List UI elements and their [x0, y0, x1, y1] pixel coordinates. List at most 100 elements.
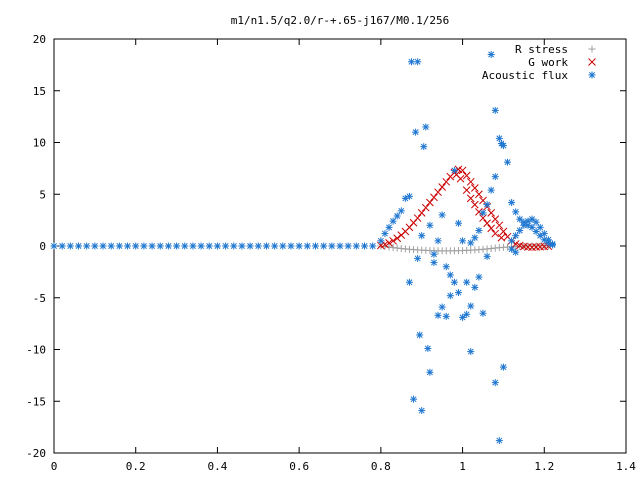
data-point: [454, 289, 462, 297]
legend-marker: [588, 71, 596, 79]
data-point: [483, 201, 491, 209]
data-point: [479, 209, 487, 217]
data-point: [50, 242, 58, 250]
data-point: [385, 243, 393, 251]
data-point: [426, 198, 434, 207]
data-point: [536, 223, 544, 231]
data-point: [491, 215, 500, 223]
data-point: [470, 184, 479, 192]
data-point: [230, 242, 238, 250]
data-point: [495, 221, 504, 230]
x-tick-label: 0.8: [371, 460, 391, 473]
data-point: [471, 234, 479, 242]
legend-label: Acoustic flux: [482, 69, 568, 82]
data-point: [254, 242, 262, 250]
data-point: [467, 348, 475, 356]
data-point: [336, 242, 344, 250]
data-point: [222, 242, 230, 250]
data-point: [389, 217, 397, 225]
data-point: [450, 278, 458, 286]
data-point: [470, 200, 479, 209]
data-point: [497, 233, 506, 242]
x-axis: 0 0.2 0.4 0.6 0.8 1 1.2 1.4: [51, 39, 636, 473]
data-point: [389, 236, 397, 245]
series-g-work: [377, 165, 553, 252]
data-point: [508, 199, 516, 207]
legend-label: G work: [528, 56, 568, 69]
data-point: [454, 219, 462, 227]
data-point: [352, 242, 360, 250]
data-point: [511, 240, 520, 248]
data-point: [426, 221, 434, 229]
data-point: [311, 242, 319, 250]
x-tick-label: 0: [51, 460, 58, 473]
data-point: [148, 242, 156, 250]
data-point: [344, 242, 352, 250]
data-point: [328, 242, 336, 250]
data-point: [107, 242, 115, 250]
y-tick-label: 20: [33, 33, 46, 46]
data-point: [456, 174, 465, 183]
data-point: [414, 58, 422, 66]
data-point: [303, 242, 311, 250]
data-point: [66, 242, 74, 250]
data-point: [499, 227, 508, 236]
data-point: [475, 226, 483, 234]
data-point: [487, 186, 495, 194]
data-point: [397, 207, 405, 215]
data-point: [483, 219, 491, 228]
data-point: [75, 242, 83, 250]
data-point: [189, 242, 197, 250]
data-point: [504, 158, 512, 166]
data-point: [462, 171, 471, 180]
data-point: [381, 230, 389, 238]
legend-marker: [588, 45, 596, 53]
data-point: [377, 237, 385, 245]
data-point: [295, 242, 303, 250]
data-point: [434, 188, 442, 197]
data-point: [467, 239, 475, 247]
data-point: [408, 58, 415, 66]
data-point: [385, 239, 393, 247]
data-point: [393, 212, 401, 220]
data-point: [434, 237, 442, 245]
data-point: [548, 240, 556, 248]
data-point: [442, 263, 450, 271]
data-point: [262, 242, 270, 250]
data-point: [459, 313, 467, 321]
x-tick-label: 1.2: [534, 460, 554, 473]
data-point: [520, 221, 528, 229]
data-point: [491, 229, 500, 238]
data-point: [164, 242, 172, 250]
data-point: [463, 310, 471, 318]
data-point: [512, 232, 520, 240]
data-point: [430, 250, 438, 258]
data-point: [418, 407, 426, 415]
data-point: [512, 248, 520, 256]
data-point: [471, 283, 479, 291]
x-tick-label: 1: [459, 460, 466, 473]
x-tick-label: 1.4: [616, 460, 636, 473]
data-point: [491, 106, 499, 114]
data-point: [438, 303, 446, 311]
data-point: [466, 177, 475, 186]
data-marks: [50, 51, 556, 445]
data-point: [205, 242, 213, 250]
data-point: [430, 193, 438, 202]
data-point: [528, 215, 536, 223]
data-point: [516, 215, 524, 223]
data-point: [287, 242, 295, 250]
data-point: [442, 312, 450, 320]
data-point: [361, 242, 369, 250]
data-point: [434, 311, 442, 319]
legend-label: R stress: [515, 43, 568, 56]
data-point: [405, 278, 413, 286]
data-point: [132, 242, 140, 250]
data-point: [414, 254, 422, 262]
data-point: [438, 211, 446, 219]
data-point: [495, 437, 503, 445]
data-point: [91, 242, 99, 250]
data-point: [499, 363, 507, 371]
data-point: [475, 190, 483, 199]
